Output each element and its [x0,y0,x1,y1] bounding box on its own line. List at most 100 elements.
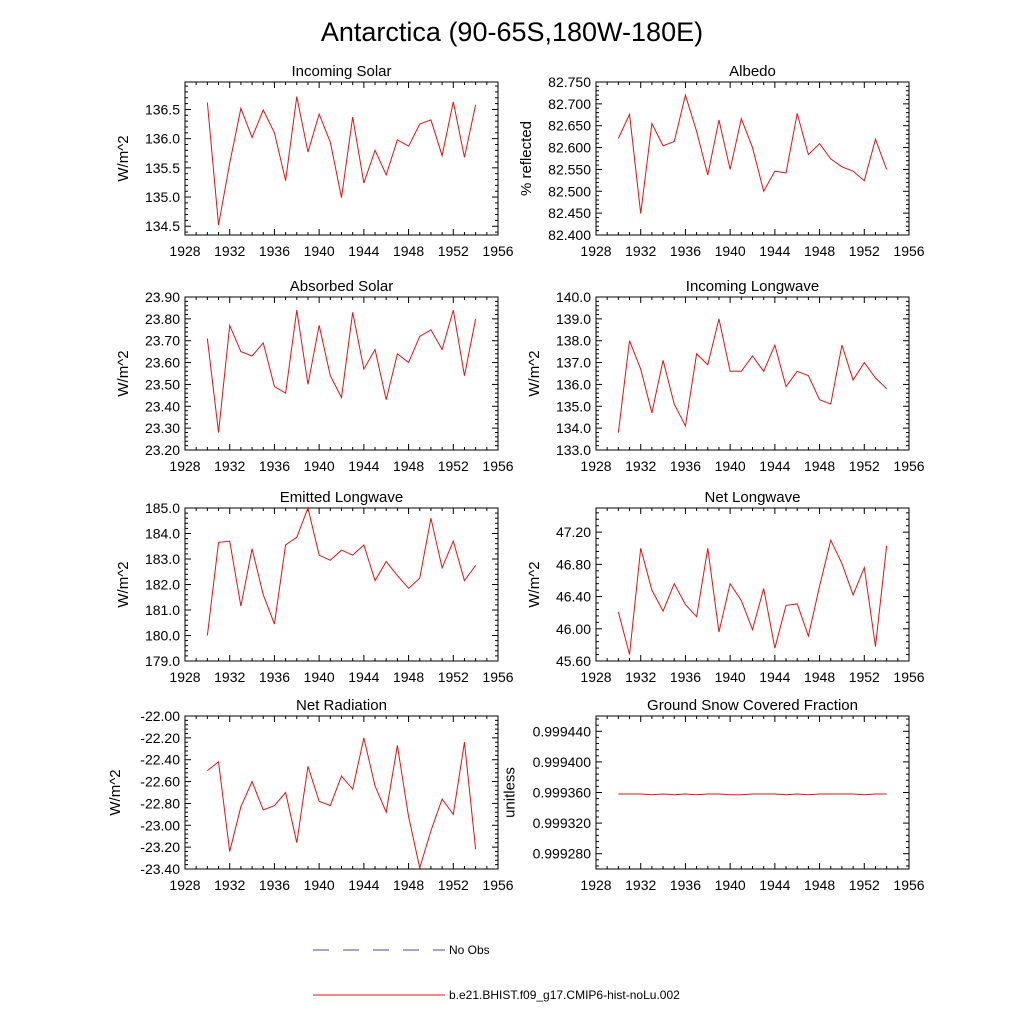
panel-title: Net Radiation [296,697,387,714]
series-line [206,506,477,636]
x-tick-label: 1956 [482,669,513,685]
x-tick-label: 1932 [625,243,656,259]
x-tick-label: 1940 [304,669,335,685]
x-tick-label: 1944 [759,669,790,685]
x-tick-label: 1936 [259,458,290,474]
y-tick-label: 82.450 [548,205,591,221]
series-line [617,93,888,214]
x-tick-label: 1948 [393,877,424,893]
y-tick-label: -22.40 [140,752,180,768]
y-axis-label: W/m^2 [526,350,543,396]
y-tick-label: 82.650 [548,118,591,134]
y-tick-label: 23.70 [145,333,180,349]
y-tick-label: 138.0 [556,333,591,349]
panel-title: Albedo [729,63,776,80]
y-tick-label: 82.550 [548,161,591,177]
legend-no-obs-label: No Obs [449,943,490,957]
y-tick-label: 23.90 [145,289,180,305]
y-tick-label: 137.0 [556,355,591,371]
y-axis-label: W/m^2 [115,350,132,396]
legend: No Obs b.e21.BHIST.f09_g17.CMIP6-hist-no… [313,943,680,1002]
y-tick-label: 46.00 [556,621,591,637]
series-line [617,318,887,433]
y-tick-label: 136.5 [145,101,180,117]
y-tick-label: -22.60 [140,774,180,790]
y-axis-label: W/m^2 [107,769,124,815]
x-tick-label: 1948 [393,669,424,685]
x-tick-label: 1936 [259,243,290,259]
y-tick-label: 139.0 [556,311,591,327]
panel-6: 1928 1932 1936 1940 1944 1948 1952 1956 -23.40 -2… [107,697,514,893]
x-tick-label: 1940 [304,243,335,259]
x-tick-label: 1956 [482,877,513,893]
x-tick-label: 1944 [348,458,379,474]
x-tick-label: 1936 [259,877,290,893]
x-tick-label: 1928 [580,243,611,259]
y-tick-label: 0.999440 [533,723,592,739]
x-tick-label: 1936 [259,669,290,685]
y-tick-label: -23.00 [140,817,180,833]
x-tick-label: 1944 [348,877,379,893]
x-tick-label: 1956 [893,458,924,474]
y-tick-label: 47.20 [556,524,591,540]
y-tick-label: 82.400 [548,227,591,243]
y-tick-label: 183.0 [145,551,180,567]
x-tick-label: 1928 [580,669,611,685]
x-tick-label: 1940 [304,877,335,893]
x-tick-label: 1944 [759,458,790,474]
x-tick-label: 1952 [438,458,469,474]
panel-frame [595,507,910,662]
x-tick-label: 1932 [214,877,245,893]
x-tick-label: 1948 [804,243,835,259]
y-tick-label: -23.20 [140,839,180,855]
x-tick-label: 1952 [438,243,469,259]
x-tick-label: 1952 [438,669,469,685]
series-line [617,538,888,655]
x-tick-label: 1932 [214,243,245,259]
y-tick-label: 180.0 [145,628,180,644]
y-tick-label: 135.0 [556,398,591,414]
x-tick-label: 1940 [715,877,746,893]
panel-title: Emitted Longwave [280,489,403,506]
x-tick-label: 1936 [670,669,701,685]
x-tick-label: 1928 [169,669,200,685]
series-line [207,737,477,870]
y-tick-label: 82.600 [548,140,591,156]
y-axis-label: W/m^2 [115,135,132,181]
x-tick-label: 1944 [348,669,379,685]
panel-frame [184,715,499,870]
x-tick-label: 1940 [304,458,335,474]
figure-title: Antarctica (90-65S,180W-180E) [321,17,703,47]
x-tick-label: 1928 [169,877,200,893]
panel-frame [595,81,910,236]
panel-5: 1928 1932 1936 1940 1944 1948 1952 1956 45.60 46.… [526,489,925,685]
x-tick-label: 1928 [580,877,611,893]
y-tick-label: 133.0 [556,442,591,458]
y-tick-label: 46.80 [556,556,591,572]
y-tick-label: 23.20 [145,442,180,458]
x-tick-label: 1948 [804,458,835,474]
y-tick-label: -22.20 [140,730,180,746]
x-tick-label: 1948 [804,669,835,685]
panel-frame [184,507,499,662]
x-tick-label: 1956 [482,243,513,259]
x-tick-label: 1944 [759,877,790,893]
x-tick-label: 1936 [670,243,701,259]
x-tick-label: 1952 [849,243,880,259]
y-axis-label: unitless [501,767,518,818]
panel-1: 1928 1932 1936 1940 1944 1948 1952 1956 82.400 82… [518,63,925,259]
x-tick-label: 1928 [580,458,611,474]
panel-title: Incoming Solar [291,63,391,80]
y-tick-label: 136.0 [556,376,591,392]
y-tick-label: 23.40 [145,398,180,414]
y-tick-label: 45.60 [556,653,591,669]
y-tick-label: 135.5 [145,160,180,176]
y-tick-label: 82.750 [548,74,591,90]
y-axis-label: % reflected [518,121,535,196]
y-tick-label: 23.50 [145,376,180,392]
y-tick-label: 134.0 [556,420,591,436]
panel-title: Incoming Longwave [686,278,819,295]
x-tick-label: 1944 [759,243,790,259]
panels: 1928 1932 1936 1940 1944 1948 1952 1956 134.5 135… [107,63,925,893]
